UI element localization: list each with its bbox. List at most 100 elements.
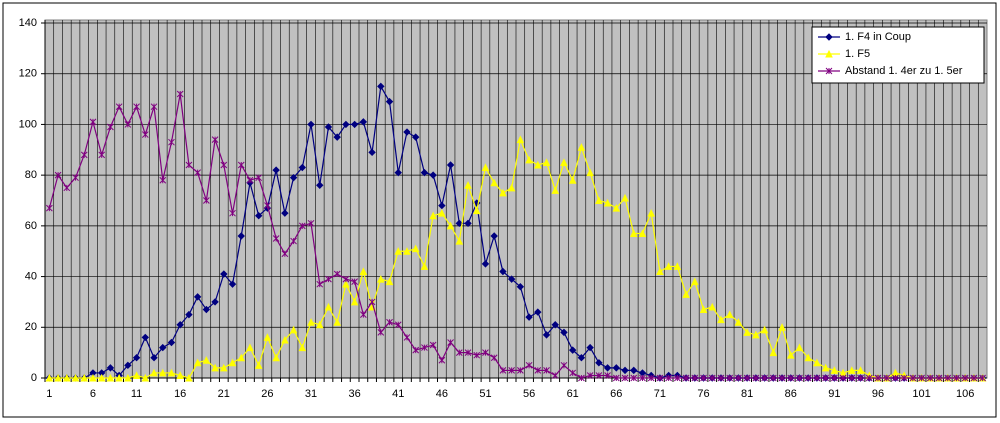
marker bbox=[228, 280, 237, 288]
marker bbox=[647, 209, 656, 217]
marker bbox=[237, 232, 245, 240]
marker bbox=[944, 374, 952, 382]
marker bbox=[150, 368, 158, 377]
marker bbox=[455, 236, 464, 245]
marker bbox=[865, 374, 873, 382]
marker bbox=[141, 333, 150, 342]
marker bbox=[185, 373, 193, 382]
marker bbox=[141, 131, 149, 138]
marker bbox=[106, 373, 115, 382]
marker bbox=[281, 209, 289, 217]
marker bbox=[516, 283, 525, 291]
marker bbox=[220, 161, 228, 169]
marker bbox=[429, 341, 437, 349]
marker bbox=[176, 371, 185, 379]
marker bbox=[72, 174, 79, 182]
marker bbox=[752, 330, 760, 339]
marker bbox=[708, 374, 716, 382]
legend-marker bbox=[825, 49, 833, 58]
x-tick-label: 11 bbox=[131, 388, 142, 400]
marker bbox=[639, 374, 646, 382]
marker bbox=[411, 244, 420, 253]
x-tick-label: 41 bbox=[392, 388, 404, 400]
y-tick-label: 120 bbox=[19, 68, 37, 80]
marker bbox=[638, 229, 647, 237]
marker bbox=[726, 374, 734, 382]
marker bbox=[281, 250, 289, 258]
y-tick-label: 60 bbox=[25, 220, 37, 232]
marker bbox=[359, 118, 368, 126]
marker bbox=[272, 353, 280, 362]
marker bbox=[604, 372, 611, 379]
x-tick-label: 6 bbox=[90, 388, 96, 400]
marker bbox=[316, 280, 324, 288]
marker bbox=[656, 374, 664, 382]
marker bbox=[551, 372, 559, 379]
marker bbox=[517, 367, 524, 374]
marker bbox=[568, 176, 577, 184]
marker bbox=[45, 373, 54, 382]
marker bbox=[482, 349, 489, 356]
marker bbox=[569, 369, 577, 377]
y-tick-label: 0 bbox=[31, 372, 37, 384]
marker bbox=[699, 305, 708, 314]
marker bbox=[446, 161, 455, 169]
marker bbox=[46, 204, 53, 212]
marker bbox=[577, 143, 586, 151]
marker bbox=[481, 163, 490, 172]
marker bbox=[568, 346, 577, 354]
marker bbox=[420, 168, 429, 177]
legend-box bbox=[811, 26, 985, 84]
marker bbox=[735, 374, 742, 382]
marker bbox=[394, 321, 402, 329]
marker bbox=[499, 267, 507, 276]
marker bbox=[359, 267, 368, 275]
legend-marker bbox=[825, 33, 833, 41]
marker bbox=[193, 293, 202, 301]
marker bbox=[578, 374, 585, 382]
marker bbox=[403, 128, 411, 136]
marker bbox=[438, 209, 446, 217]
x-tick-label: 51 bbox=[479, 388, 491, 400]
marker bbox=[795, 343, 804, 352]
marker bbox=[560, 328, 568, 337]
marker bbox=[132, 371, 141, 379]
marker bbox=[246, 176, 254, 184]
series-line bbox=[48, 93, 983, 379]
marker bbox=[438, 356, 446, 364]
series bbox=[46, 90, 986, 382]
marker bbox=[115, 103, 123, 111]
marker bbox=[385, 277, 394, 286]
x-tick-label: 81 bbox=[741, 388, 753, 400]
marker bbox=[403, 247, 411, 255]
marker bbox=[551, 186, 560, 194]
marker bbox=[272, 166, 280, 174]
marker bbox=[560, 361, 568, 369]
marker bbox=[394, 168, 402, 177]
marker bbox=[769, 348, 778, 357]
marker bbox=[813, 358, 821, 367]
marker bbox=[769, 374, 777, 382]
marker bbox=[796, 374, 803, 382]
x-tick-label: 66 bbox=[610, 388, 622, 400]
marker bbox=[385, 97, 394, 106]
marker bbox=[158, 368, 167, 377]
marker bbox=[150, 103, 158, 111]
marker bbox=[360, 311, 367, 318]
marker bbox=[621, 374, 629, 382]
marker bbox=[743, 328, 751, 336]
marker bbox=[264, 202, 271, 209]
marker bbox=[298, 343, 307, 352]
y-tick-label: 80 bbox=[25, 169, 37, 181]
legend-label: 1. F4 in Coup bbox=[845, 31, 911, 43]
marker bbox=[394, 247, 403, 255]
marker bbox=[63, 184, 71, 192]
marker bbox=[377, 82, 385, 91]
marker bbox=[525, 313, 533, 321]
marker bbox=[351, 278, 358, 285]
x-tick-label: 71 bbox=[654, 388, 666, 400]
marker bbox=[421, 344, 428, 351]
marker bbox=[892, 374, 899, 382]
marker bbox=[778, 374, 786, 382]
marker bbox=[159, 343, 167, 352]
